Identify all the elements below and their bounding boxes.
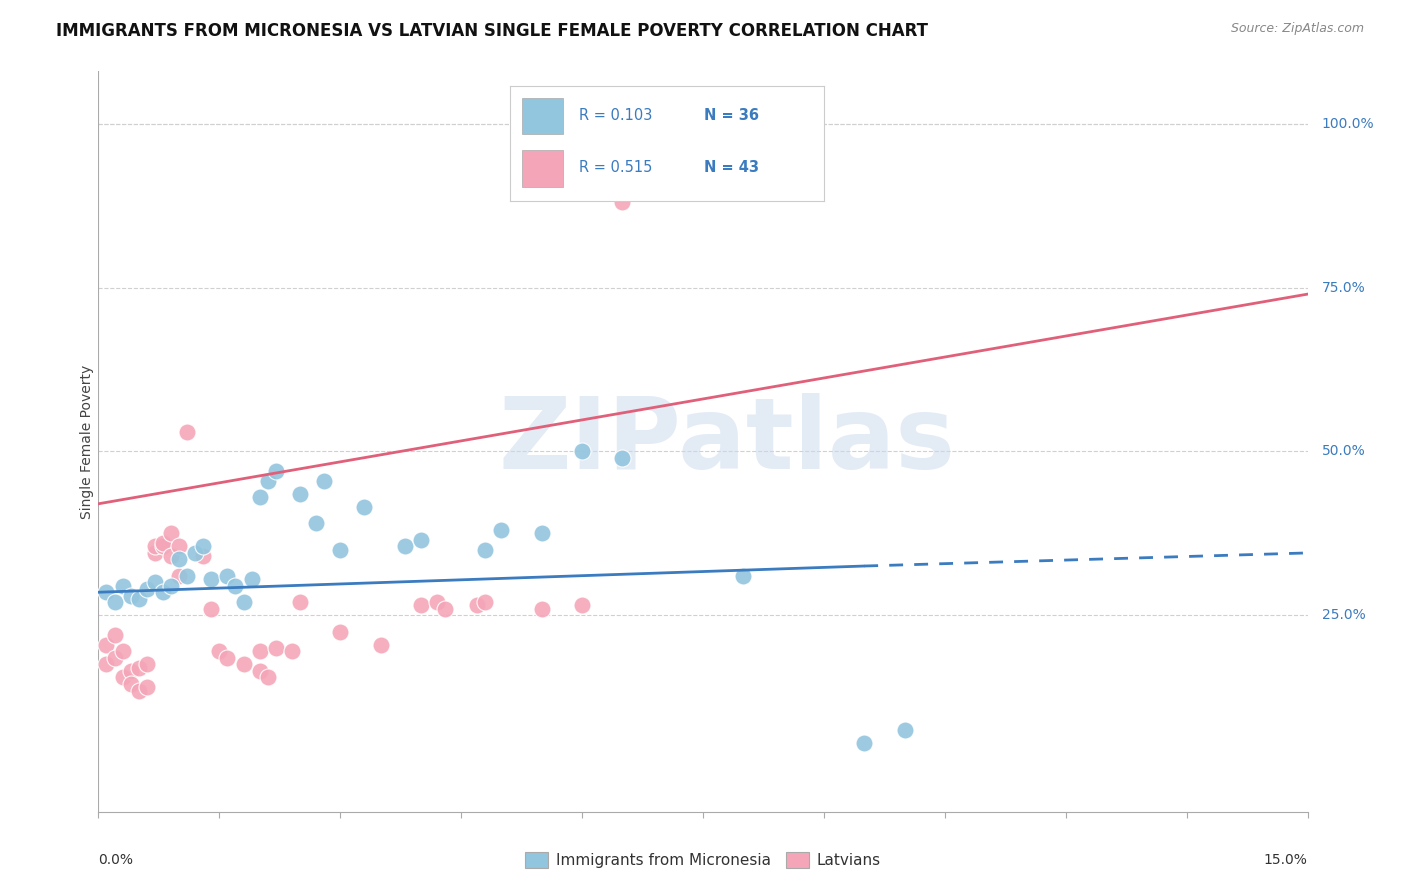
Point bbox=[200, 572, 222, 586]
Point bbox=[135, 582, 157, 596]
Point bbox=[353, 500, 375, 514]
Point bbox=[176, 425, 198, 439]
Text: 15.0%: 15.0% bbox=[1264, 853, 1308, 866]
Point bbox=[314, 474, 336, 488]
Text: 50.0%: 50.0% bbox=[1322, 444, 1365, 458]
Text: 75.0%: 75.0% bbox=[1322, 281, 1365, 294]
Point bbox=[305, 516, 328, 531]
Point bbox=[167, 569, 190, 583]
Point bbox=[143, 575, 166, 590]
Text: IMMIGRANTS FROM MICRONESIA VS LATVIAN SINGLE FEMALE POVERTY CORRELATION CHART: IMMIGRANTS FROM MICRONESIA VS LATVIAN SI… bbox=[56, 22, 928, 40]
Point bbox=[160, 579, 183, 593]
Point bbox=[135, 680, 157, 694]
Point bbox=[370, 638, 392, 652]
Point bbox=[264, 640, 287, 655]
Point bbox=[152, 536, 174, 550]
Point bbox=[256, 474, 278, 488]
Y-axis label: Single Female Poverty: Single Female Poverty bbox=[80, 365, 94, 518]
Point bbox=[853, 736, 876, 750]
Point bbox=[135, 657, 157, 672]
Point bbox=[530, 601, 553, 615]
Point bbox=[143, 546, 166, 560]
Point bbox=[232, 657, 254, 672]
Point bbox=[111, 670, 134, 684]
Point bbox=[329, 542, 352, 557]
Point bbox=[232, 595, 254, 609]
Point bbox=[264, 464, 287, 478]
Point bbox=[208, 644, 231, 658]
Point bbox=[571, 444, 593, 458]
Point bbox=[152, 585, 174, 599]
Point bbox=[193, 540, 215, 554]
Point bbox=[491, 523, 513, 537]
Point bbox=[571, 599, 593, 613]
Point bbox=[193, 549, 215, 564]
Point bbox=[103, 595, 125, 609]
Point bbox=[120, 677, 142, 691]
Point bbox=[128, 660, 150, 674]
Text: Source: ZipAtlas.com: Source: ZipAtlas.com bbox=[1230, 22, 1364, 36]
Point bbox=[217, 650, 239, 665]
Point bbox=[96, 657, 118, 672]
Point bbox=[217, 569, 239, 583]
Point bbox=[288, 595, 311, 609]
Point bbox=[200, 601, 222, 615]
Point bbox=[152, 540, 174, 554]
Point bbox=[120, 664, 142, 678]
Text: ZIPatlas: ZIPatlas bbox=[499, 393, 956, 490]
Legend: Immigrants from Micronesia, Latvians: Immigrants from Micronesia, Latvians bbox=[519, 847, 887, 874]
Point bbox=[249, 664, 271, 678]
Point bbox=[465, 599, 488, 613]
Point bbox=[96, 585, 118, 599]
Point bbox=[409, 533, 432, 547]
Point bbox=[160, 549, 183, 564]
Point bbox=[530, 526, 553, 541]
Point bbox=[329, 624, 352, 639]
Point bbox=[426, 595, 449, 609]
Text: 0.0%: 0.0% bbox=[98, 853, 134, 866]
Point bbox=[692, 169, 714, 184]
Point bbox=[128, 591, 150, 606]
Point bbox=[103, 650, 125, 665]
Point bbox=[160, 526, 183, 541]
Point bbox=[893, 723, 915, 737]
Point bbox=[733, 569, 755, 583]
Point bbox=[249, 644, 271, 658]
Point bbox=[120, 589, 142, 603]
Point bbox=[240, 572, 263, 586]
Point bbox=[224, 579, 246, 593]
Point bbox=[167, 540, 190, 554]
Point bbox=[256, 670, 278, 684]
Point bbox=[111, 644, 134, 658]
Point bbox=[474, 595, 496, 609]
Point bbox=[281, 644, 304, 658]
Point bbox=[143, 540, 166, 554]
Point bbox=[612, 195, 634, 210]
Point bbox=[249, 490, 271, 504]
Point bbox=[103, 628, 125, 642]
Point bbox=[111, 579, 134, 593]
Text: 100.0%: 100.0% bbox=[1322, 117, 1374, 131]
Point bbox=[394, 540, 416, 554]
Point bbox=[96, 638, 118, 652]
Text: 25.0%: 25.0% bbox=[1322, 608, 1365, 622]
Point bbox=[176, 569, 198, 583]
Point bbox=[612, 450, 634, 465]
Point bbox=[434, 601, 457, 615]
Point bbox=[288, 487, 311, 501]
Point bbox=[409, 599, 432, 613]
Point bbox=[474, 542, 496, 557]
Point bbox=[167, 552, 190, 566]
Point bbox=[184, 546, 207, 560]
Point bbox=[128, 683, 150, 698]
